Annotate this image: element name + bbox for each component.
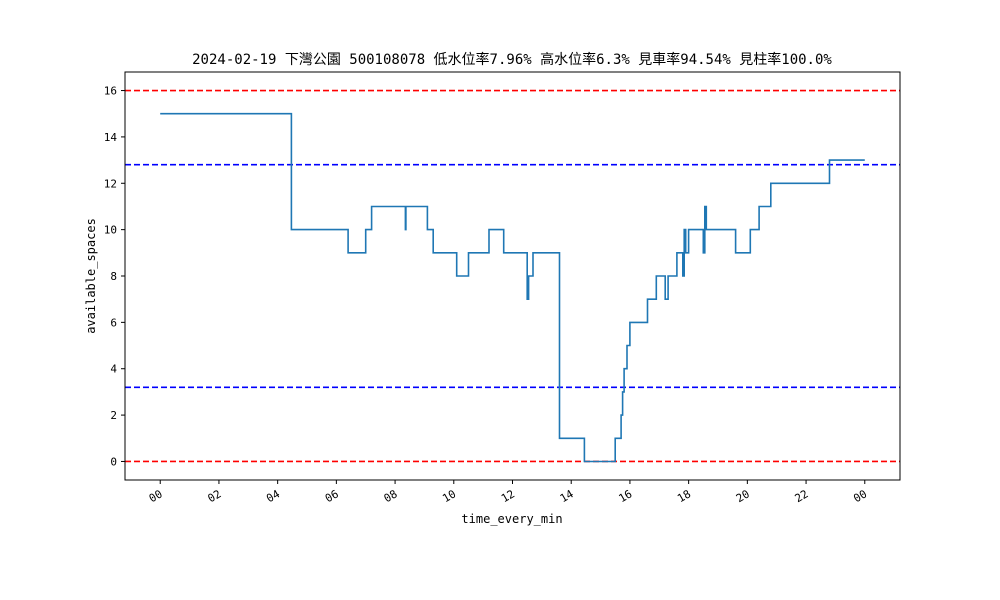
- x-tick-label: 18: [675, 487, 693, 505]
- y-axis: 0 2 4 6 8 10 12 14 16: [104, 85, 125, 468]
- x-tick-label: 16: [616, 487, 634, 505]
- series-line: [160, 112, 865, 463]
- y-tick-label: 6: [110, 316, 117, 329]
- y-axis-label: available_spaces: [84, 218, 98, 334]
- x-tick-label: 10: [440, 487, 458, 505]
- y-tick-label: 0: [110, 455, 117, 468]
- y-tick-label: 14: [104, 131, 118, 144]
- x-tick-label: 14: [558, 487, 576, 505]
- x-tick-label: 08: [382, 487, 400, 505]
- plot-area: [125, 72, 900, 480]
- y-tick-label: 2: [110, 409, 117, 422]
- x-tick-label: 00: [851, 487, 869, 505]
- x-axis-label: time_every_min: [461, 512, 562, 526]
- x-tick-label: 00: [147, 487, 165, 505]
- reference-lines: [125, 89, 900, 463]
- y-tick-label: 12: [104, 177, 117, 190]
- y-tick-label: 8: [110, 270, 117, 283]
- x-tick-label: 22: [793, 487, 811, 505]
- x-tick-label: 02: [205, 487, 223, 505]
- series-group: [160, 112, 865, 463]
- x-axis: 00 02 04 06 08 10 12 14 16 18 20 22 00: [147, 480, 869, 505]
- y-tick-label: 16: [104, 85, 117, 98]
- y-tick-label: 4: [110, 363, 117, 376]
- x-tick-label: 12: [499, 487, 517, 505]
- x-tick-label: 04: [264, 487, 282, 505]
- y-tick-label: 10: [104, 224, 117, 237]
- chart-title: 2024-02-19 下灣公園 500108078 低水位率7.96% 高水位率…: [192, 51, 832, 68]
- x-tick-label: 06: [323, 487, 341, 505]
- x-tick-label: 20: [734, 487, 752, 505]
